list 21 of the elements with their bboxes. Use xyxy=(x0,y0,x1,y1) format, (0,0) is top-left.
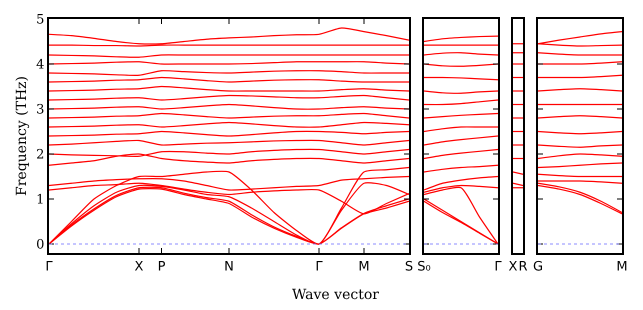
y-tick-label: 1 xyxy=(36,192,44,208)
x-tick-label: M xyxy=(616,260,628,275)
x-tick-label: N xyxy=(224,260,234,275)
x-axis-title: Wave vector xyxy=(292,287,380,303)
x-tick-label: X xyxy=(134,260,144,275)
y-tick-label: 0 xyxy=(36,238,44,253)
x-tick-label: X xyxy=(508,260,518,275)
x-tick-label: S₀ xyxy=(417,260,431,275)
x-tick-label: G xyxy=(532,260,544,275)
x-tick-label: R xyxy=(518,260,528,275)
y-tick-label: 2 xyxy=(36,148,44,163)
x-tick-label: Γ xyxy=(494,260,502,275)
y-axis-title: Frequency (THz) xyxy=(14,76,30,196)
x-tick-label: Γ xyxy=(45,260,54,275)
y-tick-label: 4 xyxy=(36,58,44,73)
x-tick-label: M xyxy=(358,260,370,275)
x-tick-label: Γ xyxy=(315,260,324,275)
y-tick-label: 3 xyxy=(36,102,44,118)
y-tick-label: 5 xyxy=(36,12,44,28)
x-tick-label: S xyxy=(404,260,414,275)
x-tick-label: P xyxy=(158,260,166,275)
